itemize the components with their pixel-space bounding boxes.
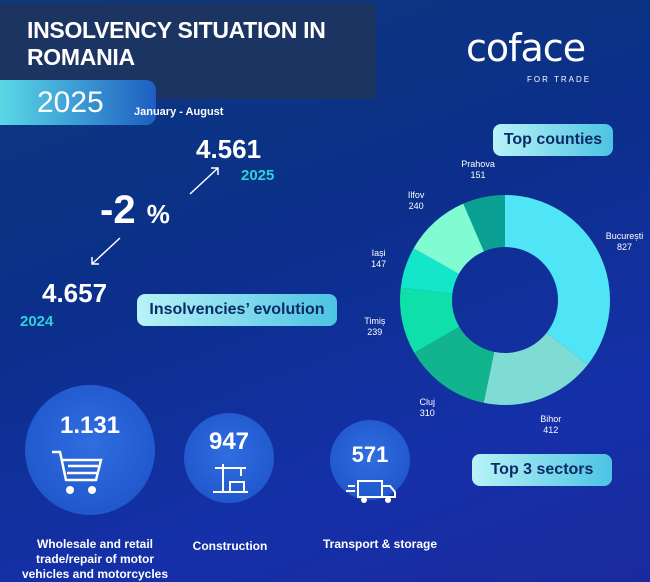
arrow-up-icon — [189, 167, 219, 195]
change-value: -2 — [100, 188, 136, 232]
slice-label: Prahova 151 — [448, 159, 508, 181]
slice-label-name: Ilfov — [407, 190, 425, 201]
donut-slice-timiș — [400, 287, 460, 353]
previous-value: 4.657 — [42, 278, 108, 308]
donut-slice-bihor — [483, 332, 588, 405]
crane-icon — [213, 464, 248, 493]
slice-label-name: Iași — [371, 247, 386, 258]
slice-label-value: 239 — [367, 327, 383, 338]
slice-label-name: Bihor — [540, 413, 562, 424]
sector-name-1: Wholesale and retail trade/repair of mot… — [21, 537, 169, 581]
slice-label-name: Cluj — [419, 396, 436, 407]
current-value: 4.561 — [196, 134, 262, 164]
slice-label-value: 412 — [543, 424, 559, 435]
chart-title: Top counties — [493, 124, 613, 156]
sector-value-3: 571 — [351, 442, 389, 467]
sector-value-2: 947 — [208, 428, 250, 455]
period: January - August — [134, 106, 224, 118]
year-badge — [0, 80, 156, 125]
slice-label: Timiș 239 — [345, 316, 405, 338]
year: 2025 — [37, 86, 104, 119]
sector-circle-3 — [330, 420, 410, 500]
slice-label-name: Prahova — [461, 158, 495, 169]
donut-chart — [400, 195, 610, 405]
slice-label: Bihor 412 — [521, 414, 581, 436]
change-unit: % — [146, 199, 170, 229]
truck-icon — [346, 480, 396, 503]
donut-slice-ilfov — [413, 203, 484, 274]
slice-label: Ilfov 240 — [386, 190, 446, 212]
page-title: INSOLVENCY SITUATION IN ROMANIA — [27, 17, 326, 71]
sector-value-1: 1.131 — [59, 412, 121, 439]
shopping-cart-icon — [52, 450, 103, 494]
slice-label-value: 240 — [408, 201, 424, 212]
slice-label-value: 827 — [617, 241, 633, 252]
slice-label: București 827 — [595, 231, 650, 253]
donut-slice-cluj — [414, 326, 495, 403]
title-line1: INSOLVENCY SITUATION IN — [27, 17, 326, 43]
arrow-down-head-icon — [91, 257, 99, 265]
slice-label-name: București — [605, 230, 644, 241]
sector-name-2: Construction — [192, 539, 268, 553]
slice-label-value: 151 — [470, 169, 486, 180]
arrow-down-icon — [91, 237, 121, 265]
slice-label-name: Timiș — [364, 316, 386, 327]
title-line2: ROMANIA — [27, 44, 135, 70]
coface-logo: coface — [466, 26, 586, 70]
slice-label: Iași 147 — [349, 248, 409, 270]
donut-slice-bucurești — [505, 195, 610, 365]
evolution-label: Insolvencies’ evolution — [137, 294, 337, 326]
sector-name-3: Transport & storage — [322, 537, 438, 551]
logo-tagline: FOR TRADE — [527, 75, 592, 84]
slice-label: Cluj 310 — [397, 397, 457, 419]
change-percent: -2 % — [100, 188, 170, 233]
donut-slice-prahova — [463, 195, 505, 252]
previous-year: 2024 — [20, 313, 54, 330]
donut-slice-iași — [400, 248, 459, 294]
arrow-up-head-icon — [211, 167, 219, 175]
slice-label-value: 147 — [371, 258, 387, 269]
sectors-label: Top 3 sectors — [472, 454, 612, 486]
current-year: 2025 — [241, 167, 275, 184]
slice-label-value: 310 — [419, 407, 435, 418]
